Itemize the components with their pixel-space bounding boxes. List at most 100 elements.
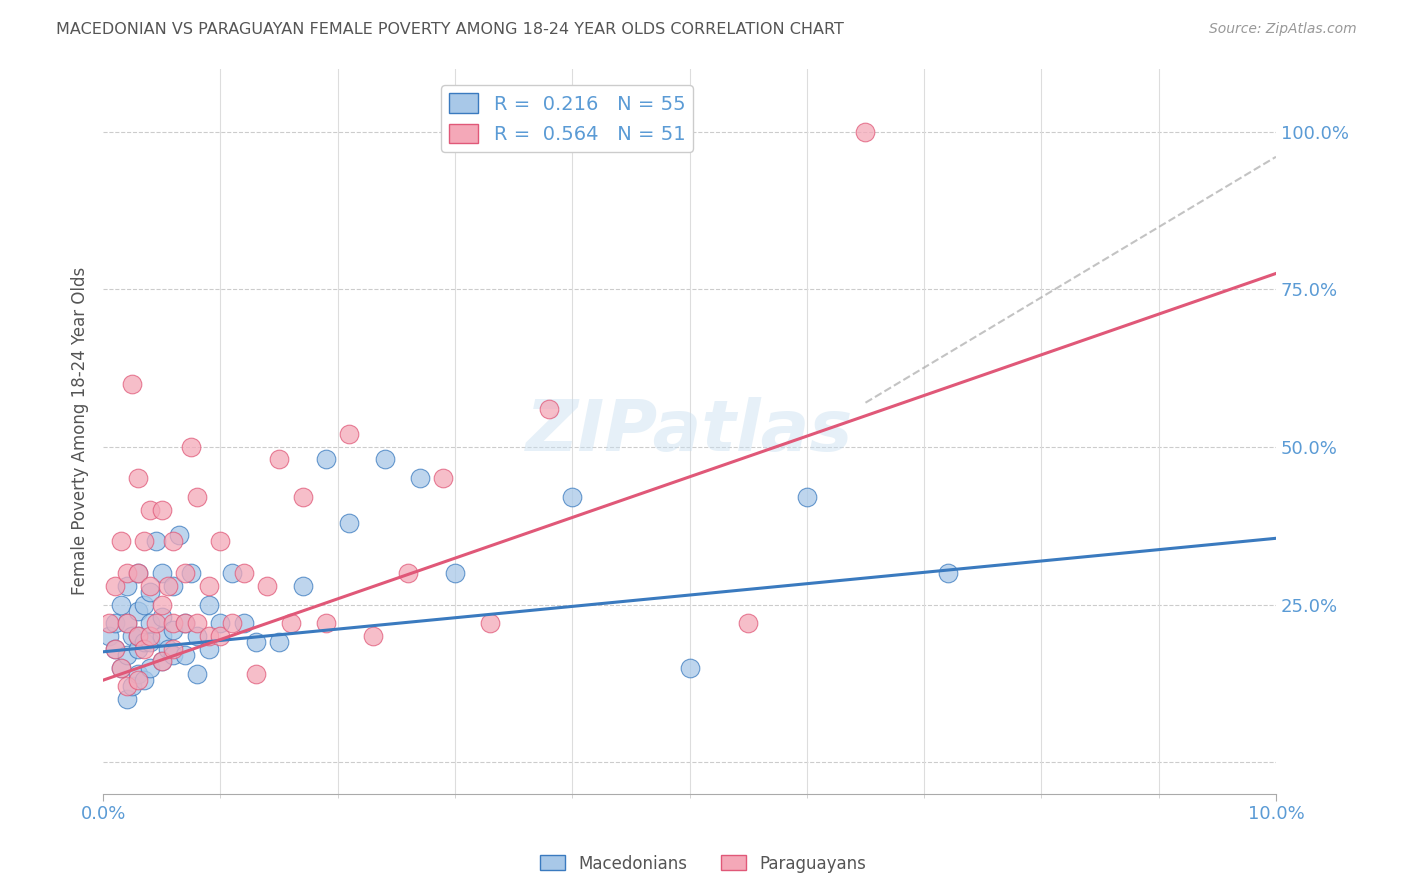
- Point: [145, 616, 167, 631]
- Point: [98, 629, 121, 643]
- Point: [110, 660, 132, 674]
- Point: [197, 629, 219, 643]
- Point: [110, 534, 132, 549]
- Point: [156, 641, 179, 656]
- Point: [139, 660, 162, 674]
- Point: [150, 654, 173, 668]
- Point: [339, 427, 361, 442]
- Point: [678, 660, 700, 674]
- Point: [104, 578, 127, 592]
- Point: [150, 503, 173, 517]
- Point: [162, 648, 184, 662]
- Point: [162, 616, 184, 631]
- Point: [197, 641, 219, 656]
- Point: [180, 440, 202, 454]
- Point: [104, 641, 127, 656]
- Point: [479, 616, 502, 631]
- Point: [396, 566, 419, 580]
- Point: [127, 666, 149, 681]
- Point: [561, 491, 583, 505]
- Point: [186, 616, 208, 631]
- Point: [110, 598, 132, 612]
- Point: [169, 528, 191, 542]
- Point: [245, 666, 267, 681]
- Point: [374, 452, 396, 467]
- Point: [162, 534, 184, 549]
- Point: [115, 692, 138, 706]
- Point: [115, 680, 138, 694]
- Point: [162, 578, 184, 592]
- Point: [315, 452, 337, 467]
- Point: [115, 616, 138, 631]
- Point: [174, 616, 197, 631]
- Point: [174, 566, 197, 580]
- Point: [127, 641, 149, 656]
- Text: ZIPatlas: ZIPatlas: [526, 397, 853, 466]
- Point: [127, 471, 149, 485]
- Point: [361, 629, 384, 643]
- Point: [537, 402, 560, 417]
- Point: [139, 629, 162, 643]
- Point: [280, 616, 302, 631]
- Point: [127, 629, 149, 643]
- Text: MACEDONIAN VS PARAGUAYAN FEMALE POVERTY AMONG 18-24 YEAR OLDS CORRELATION CHART: MACEDONIAN VS PARAGUAYAN FEMALE POVERTY …: [56, 22, 844, 37]
- Point: [104, 616, 127, 631]
- Point: [121, 680, 143, 694]
- Point: [197, 598, 219, 612]
- Point: [444, 566, 467, 580]
- Point: [162, 623, 184, 637]
- Point: [150, 598, 173, 612]
- Point: [737, 616, 759, 631]
- Point: [121, 376, 143, 391]
- Point: [139, 585, 162, 599]
- Point: [186, 666, 208, 681]
- Point: [139, 635, 162, 649]
- Point: [186, 491, 208, 505]
- Point: [186, 629, 208, 643]
- Point: [162, 641, 184, 656]
- Point: [127, 566, 149, 580]
- Point: [127, 629, 149, 643]
- Point: [134, 635, 156, 649]
- Point: [936, 566, 959, 580]
- Point: [150, 629, 173, 643]
- Point: [134, 598, 156, 612]
- Point: [115, 578, 138, 592]
- Point: [221, 616, 243, 631]
- Point: [267, 635, 290, 649]
- Point: [121, 629, 143, 643]
- Point: [180, 566, 202, 580]
- Point: [98, 616, 121, 631]
- Point: [267, 452, 290, 467]
- Point: [139, 503, 162, 517]
- Point: [174, 648, 197, 662]
- Legend: Macedonians, Paraguayans: Macedonians, Paraguayans: [533, 848, 873, 880]
- Y-axis label: Female Poverty Among 18-24 Year Olds: Female Poverty Among 18-24 Year Olds: [72, 267, 89, 595]
- Point: [156, 578, 179, 592]
- Point: [104, 641, 127, 656]
- Point: [110, 660, 132, 674]
- Point: [145, 534, 167, 549]
- Point: [115, 648, 138, 662]
- Point: [127, 673, 149, 688]
- Point: [245, 635, 267, 649]
- Point: [855, 125, 877, 139]
- Point: [197, 578, 219, 592]
- Legend: R =  0.216   N = 55, R =  0.564   N = 51: R = 0.216 N = 55, R = 0.564 N = 51: [441, 86, 693, 152]
- Point: [139, 616, 162, 631]
- Point: [134, 641, 156, 656]
- Point: [150, 654, 173, 668]
- Point: [315, 616, 337, 631]
- Point: [127, 566, 149, 580]
- Point: [291, 491, 314, 505]
- Point: [339, 516, 361, 530]
- Point: [256, 578, 278, 592]
- Point: [232, 566, 254, 580]
- Point: [432, 471, 454, 485]
- Point: [232, 616, 254, 631]
- Point: [115, 566, 138, 580]
- Point: [209, 616, 232, 631]
- Point: [796, 491, 818, 505]
- Point: [221, 566, 243, 580]
- Point: [209, 534, 232, 549]
